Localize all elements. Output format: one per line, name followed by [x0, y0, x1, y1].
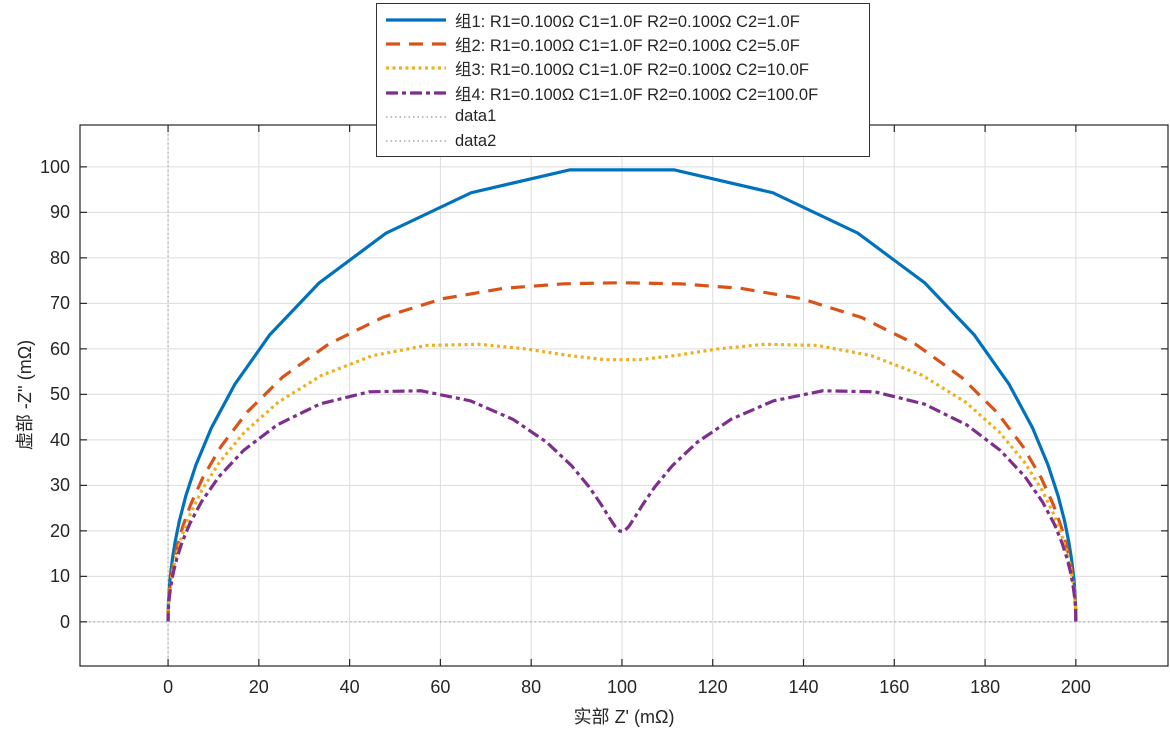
legend-item-data1: data1 — [385, 105, 863, 129]
legend-item-3: 组3: R1=0.100Ω C1=1.0F R2=0.100Ω C2=10.0F — [385, 56, 863, 80]
legend-item-4-label: 组4: R1=0.100Ω C1=1.0F R2=0.100Ω C2=100.0… — [455, 85, 819, 104]
x-tick-label: 140 — [788, 677, 819, 697]
y-tick-label: 20 — [49, 520, 70, 541]
x-tick-label: 80 — [521, 677, 542, 697]
x-tick-label: 100 — [606, 677, 638, 697]
legend-item-data1-sample-line — [386, 116, 446, 118]
legend-item-2-label: 组2: R1=0.100Ω C1=1.0F R2=0.100Ω C2=5.0F — [455, 37, 800, 56]
x-tick-label: 0 — [163, 677, 174, 697]
plot-box — [79, 124, 1169, 667]
legend-item-1: 组1: R1=0.100Ω C1=1.0F R2=0.100Ω C2=1.0F — [385, 8, 863, 32]
curve-series-4 — [166, 389, 1078, 622]
legend-item-2-sample-line — [386, 42, 446, 46]
legend-item-2: 组2: R1=0.100Ω C1=1.0F R2=0.100Ω C2=5.0F — [385, 32, 863, 56]
y-tick-label: 0 — [59, 611, 70, 632]
y-tick-label: 90 — [49, 202, 70, 223]
legend-item-data2-label: data2 — [455, 131, 497, 150]
legend-item-3-sample-line — [386, 66, 446, 71]
legend-item-4-sample-line — [386, 91, 446, 95]
y-tick-label: 50 — [49, 384, 70, 405]
legend-item-3-label: 组3: R1=0.100Ω C1=1.0F R2=0.100Ω C2=10.0F — [455, 61, 809, 80]
x-axis-label: 实部 Z' (mΩ) — [573, 707, 675, 727]
y-axis-label: 虚部 -Z'' (mΩ) — [15, 339, 35, 451]
y-tick-label: 30 — [49, 475, 70, 496]
x-tick-label: 40 — [339, 677, 360, 697]
y-tick-label: 100 — [39, 156, 70, 177]
y-tick-label: 80 — [49, 247, 70, 268]
x-tick-label: 60 — [430, 677, 451, 697]
legend-box: 组1: R1=0.100Ω C1=1.0F R2=0.100Ω C2=1.0F 组… — [376, 3, 870, 157]
y-tick-label: 40 — [49, 429, 70, 450]
legend-item-1-label: 组1: R1=0.100Ω C1=1.0F R2=0.100Ω C2=1.0F — [455, 13, 800, 32]
legend-item-4: 组4: R1=0.100Ω C1=1.0F R2=0.100Ω C2=100.0… — [385, 81, 863, 105]
x-tick-label: 160 — [879, 677, 910, 697]
x-tick-label: 200 — [1060, 677, 1091, 697]
y-tick-label: 70 — [49, 293, 70, 314]
y-tick-label: 60 — [49, 338, 70, 359]
legend-item-1-sample-line — [386, 18, 446, 22]
legend-item-data1-label: data1 — [455, 107, 497, 126]
x-tick-label: 120 — [697, 677, 728, 697]
legend-item-data2: data2 — [385, 129, 863, 153]
x-tick-label: 180 — [970, 677, 1001, 697]
y-tick-label: 10 — [49, 566, 70, 587]
x-tick-label: 20 — [248, 677, 269, 697]
legend-item-data2-sample-line — [386, 140, 446, 142]
